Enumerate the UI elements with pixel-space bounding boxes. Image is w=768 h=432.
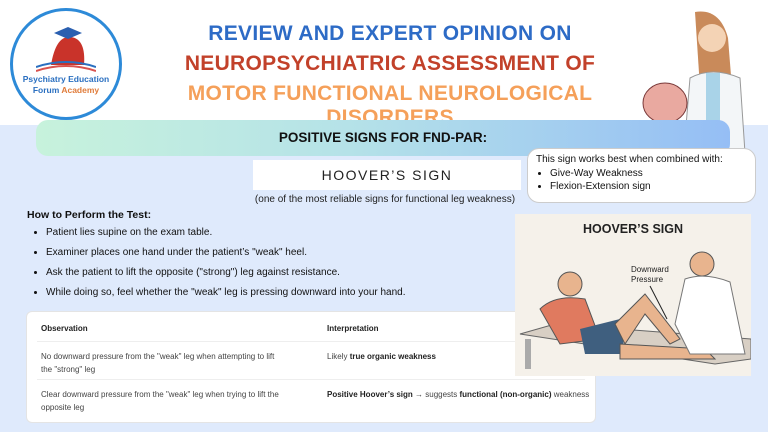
- downward-pressure-label: Downward Pressure: [631, 265, 669, 284]
- observation-cell: No downward pressure from the "weak" leg…: [41, 352, 275, 374]
- exam-scene-icon: [519, 251, 751, 369]
- combination-item: Flexion-Extension sign: [550, 181, 747, 192]
- interpretation-cell: Positive Hoover’s sign → suggests functi…: [327, 390, 590, 399]
- interpretation-table: Observation Interpretation No downward p…: [26, 311, 596, 423]
- combination-intro: This sign works best when combined with:: [536, 154, 723, 165]
- header-area: [0, 0, 768, 125]
- how-to-heading: How to Perform the Test:: [27, 209, 152, 221]
- combination-item: Give-Way Weakness: [550, 168, 747, 179]
- observation-cell: Clear downward pressure from the "weak" …: [41, 390, 279, 412]
- hoover-sign-illustration: HOOVER’S SIGN Downward Pressure: [515, 214, 751, 376]
- sign-subtitle: (one of the most reliable signs for func…: [254, 194, 516, 205]
- combination-note: This sign works best when combined with:…: [527, 148, 756, 203]
- interpretation-cell: Likely true organic weakness: [327, 352, 436, 361]
- academy-logo: Psychiatry Education Forum Academy: [10, 8, 122, 120]
- table-row: Clear downward pressure from the "weak" …: [37, 380, 589, 420]
- step-item: While doing so, feel whether the "weak" …: [46, 287, 406, 307]
- title-line-1: REVIEW AND EXPERT OPINION ON: [208, 22, 572, 45]
- step-item: Examiner places one hand under the patie…: [46, 247, 406, 267]
- steps-list: Patient lies supine on the exam table. E…: [46, 227, 406, 307]
- logo-emblem-icon: [35, 27, 97, 72]
- illustration-title: HOOVER’S SIGN: [582, 222, 684, 236]
- column-header: Observation: [41, 324, 88, 333]
- table-row: No downward pressure from the "weak" leg…: [37, 342, 585, 380]
- column-header: Interpretation: [327, 324, 379, 333]
- title-line-2: NEUROPSYCHIATRIC ASSESSMENT OF: [184, 52, 596, 75]
- step-item: Ask the patient to lift the opposite ("s…: [46, 267, 406, 287]
- sign-title: HOOVER’S SIGN: [253, 160, 521, 190]
- logo-text: Psychiatry Education Forum Academy: [22, 74, 110, 95]
- table-header-row: Observation Interpretation: [37, 312, 585, 342]
- step-item: Patient lies supine on the exam table.: [46, 227, 406, 247]
